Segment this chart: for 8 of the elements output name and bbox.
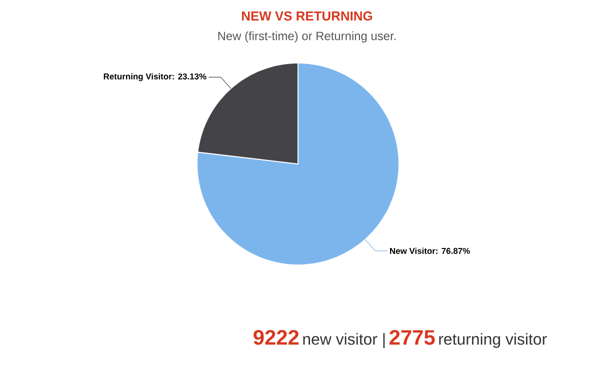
chart-title: NEW VS RETURNING: [242, 11, 372, 21]
text: 2775: [390, 330, 435, 345]
text: returning visitor: [439, 333, 547, 348]
data-label: Returning Visitor: 23.13%: [104, 73, 206, 82]
chart-subtitle: New (first-time) or Returning user.: [218, 31, 396, 43]
data-label: New Visitor: 76.87%: [390, 248, 470, 254]
text: 9222: [254, 330, 299, 345]
text: new visitor |: [303, 333, 385, 348]
